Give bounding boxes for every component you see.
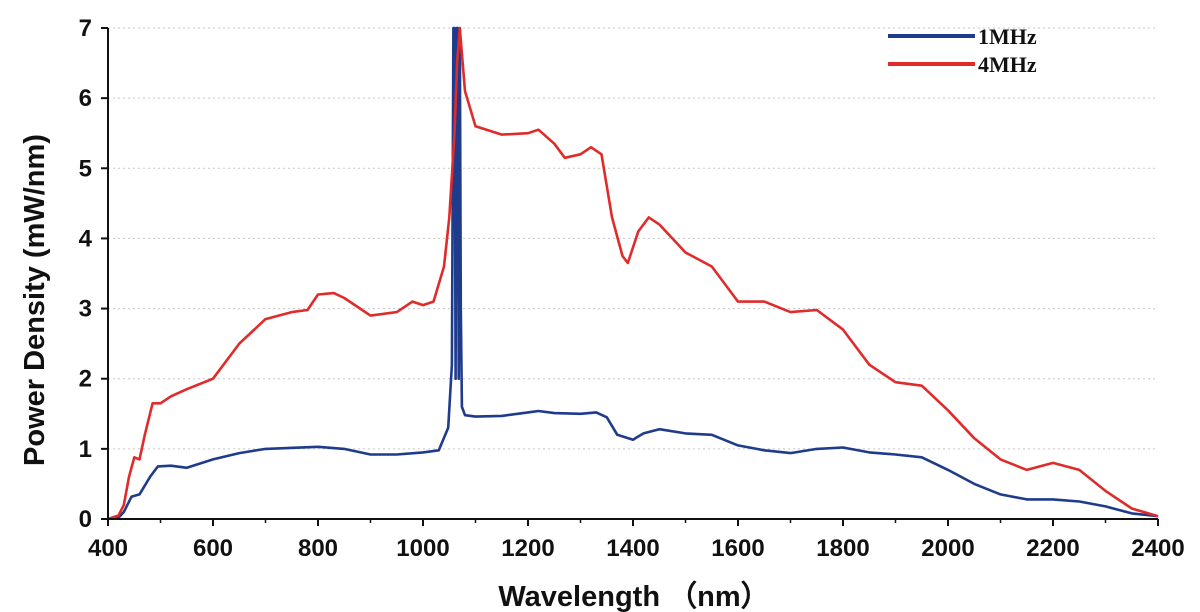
x-tick-label-3: 1000: [396, 535, 449, 562]
legend-label-1: 4MHz: [978, 52, 1037, 77]
x-axis-title: Wavelength （nm）: [498, 580, 769, 612]
x-tick-label-1: 600: [193, 535, 233, 562]
legend: 1MHz 4MHz: [888, 24, 1037, 77]
y-tick-label-5: 5: [79, 155, 92, 182]
legend-label-0: 1MHz: [978, 24, 1037, 49]
x-tick-label-8: 2000: [921, 535, 974, 562]
y-tick-label-3: 3: [79, 296, 92, 323]
series-line-0: [107, 26, 1159, 521]
x-tick-label-9: 2200: [1026, 535, 1079, 562]
grid-lines: [108, 27, 1158, 450]
x-tick-label-6: 1600: [711, 535, 764, 562]
y-tick-label-6: 6: [79, 85, 92, 112]
x-tick-label-0: 400: [88, 535, 128, 562]
y-tick-label-1: 1: [79, 436, 92, 463]
x-tick-label-7: 1800: [816, 535, 869, 562]
x-tick-label-2: 800: [298, 535, 338, 562]
y-axis-title: Power Density (mW/nm): [19, 134, 51, 466]
y-tick-label-2: 2: [79, 366, 92, 393]
axes: [101, 27, 1159, 526]
x-tick-label-4: 1200: [501, 535, 554, 562]
x-tick-label-10: 2400: [1131, 535, 1184, 562]
series-line-1: [107, 26, 1159, 521]
y-tick-label-7: 7: [79, 15, 92, 42]
y-tick-label-4: 4: [79, 225, 93, 252]
tick-labels: 400 600 800 1000 1200 1400 1600 1800 2000 2200 240…: [79, 15, 1185, 562]
x-tick-label-5: 1400: [606, 535, 659, 562]
y-tick-label-0: 0: [79, 506, 92, 533]
series-lines: [107, 26, 1159, 521]
